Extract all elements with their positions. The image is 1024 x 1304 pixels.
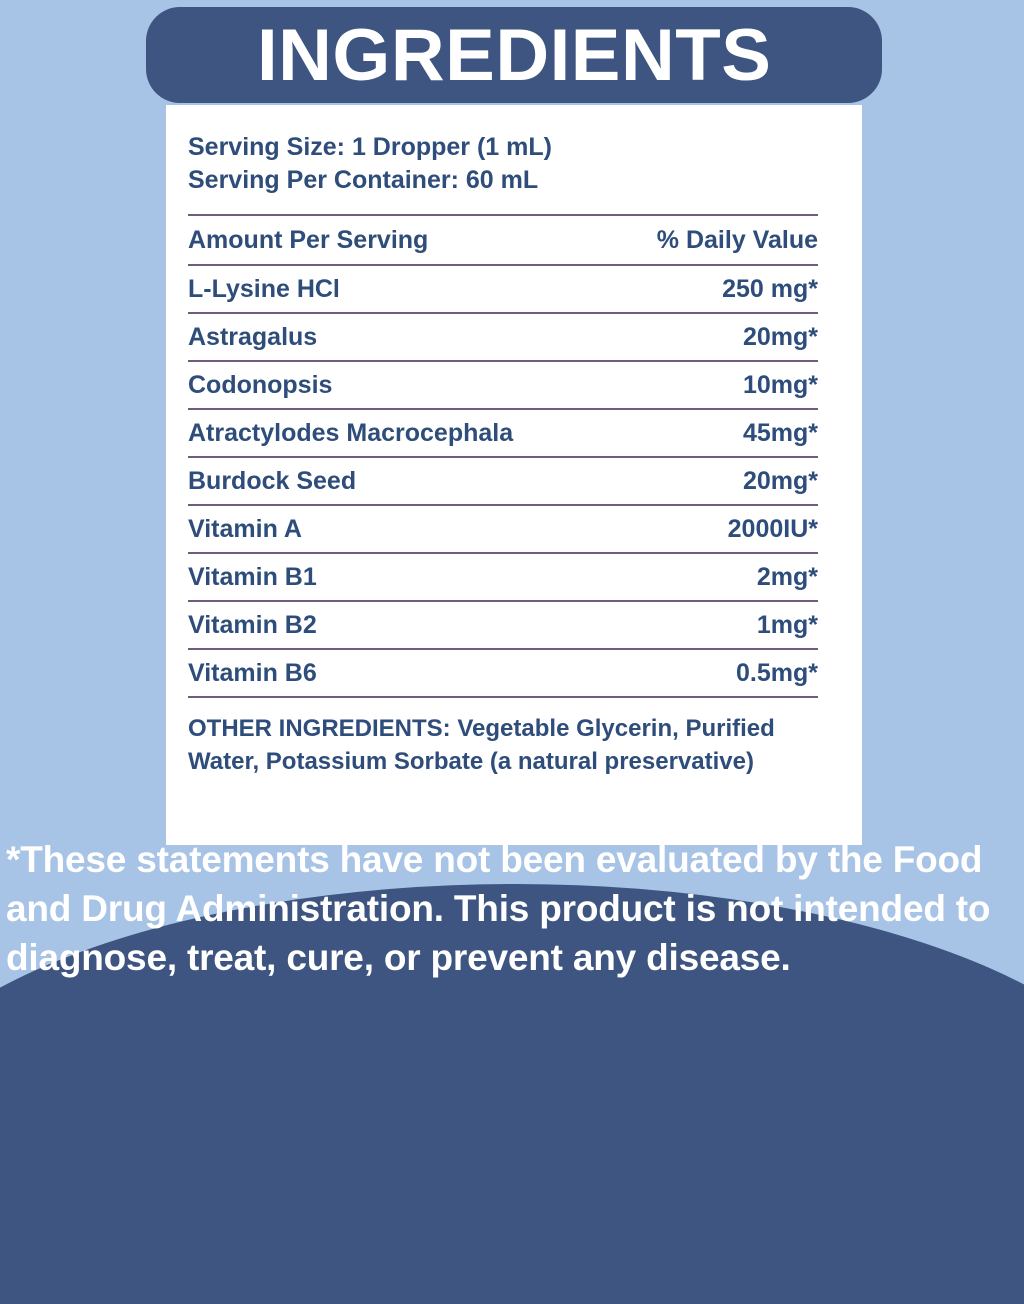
serving-info-block: Serving Size: 1 Dropper (1 mL) Serving P… [188,123,838,197]
other-ingredients-label: OTHER INGREDIENTS: [188,715,451,742]
table-row: Vitamin A 2000IU* [188,506,818,553]
ingredient-amount: 2mg* [756,562,818,591]
ingredient-name: Vitamin B6 [188,658,317,687]
ingredient-name: Burdock Seed [188,466,357,495]
ingredient-name: Vitamin B1 [188,562,317,591]
ingredient-amount: 45mg* [742,418,818,447]
serving-size-line: Serving Size: 1 Dropper (1 mL) [188,133,552,161]
table-row: Vitamin B2 1mg* [188,602,818,649]
ingredient-amount: 20mg* [742,466,818,495]
supplement-facts-card: Serving Size: 1 Dropper (1 mL) Serving P… [166,105,862,845]
serving-per-container-line: Serving Per Container: 60 mL [188,166,539,194]
table-row: Atractylodes Macrocephala 45mg* [188,410,818,457]
column-header-daily-value: % Daily Value [656,225,818,254]
fda-disclaimer: *These statements have not been evaluate… [6,839,991,978]
ingredient-amount: 2000IU* [727,514,818,543]
ingredient-amount: 20mg* [742,322,818,351]
table-header-row: Amount Per Serving % Daily Value [188,216,818,265]
ingredient-name: Atractylodes Macrocephala [188,418,514,447]
other-ingredients-block: OTHER INGREDIENTS: Vegetable Glycerin, P… [188,712,788,778]
ingredients-label-panel: INGREDIENTS Serving Size: 1 Dropper (1 m… [146,7,882,845]
header-pill: INGREDIENTS [146,7,882,103]
table-row: Vitamin B6 0.5mg* [188,650,818,697]
ingredient-name: Codonopsis [188,370,333,399]
page-title: INGREDIENTS [256,14,772,96]
ingredient-amount: 0.5mg* [736,658,818,687]
ingredient-name: Astragalus [188,322,318,351]
ingredient-name: L-Lysine HCl [188,274,340,303]
ingredient-amount: 250 mg* [722,274,818,303]
other-ingredients-text: Vegetable Glycerin, Purified Water, Pota… [188,715,775,776]
table-row: Codonopsis 10mg* [188,362,818,409]
ingredient-amount: 1mg* [756,610,818,639]
table-row: L-Lysine HCl 250 mg* [188,266,818,313]
table-row: Astragalus 20mg* [188,314,818,361]
ingredient-amount: 10mg* [742,370,818,399]
ingredient-name: Vitamin B2 [188,610,317,639]
table-row: Burdock Seed 20mg* [188,458,818,505]
supplement-facts-table: Amount Per Serving % Daily Value L-Lysin… [188,214,818,699]
table-row: Vitamin B1 2mg* [188,554,818,601]
ingredient-name: Vitamin A [188,514,302,543]
column-header-amount-per-serving: Amount Per Serving [188,225,429,254]
table-rule [188,696,818,699]
